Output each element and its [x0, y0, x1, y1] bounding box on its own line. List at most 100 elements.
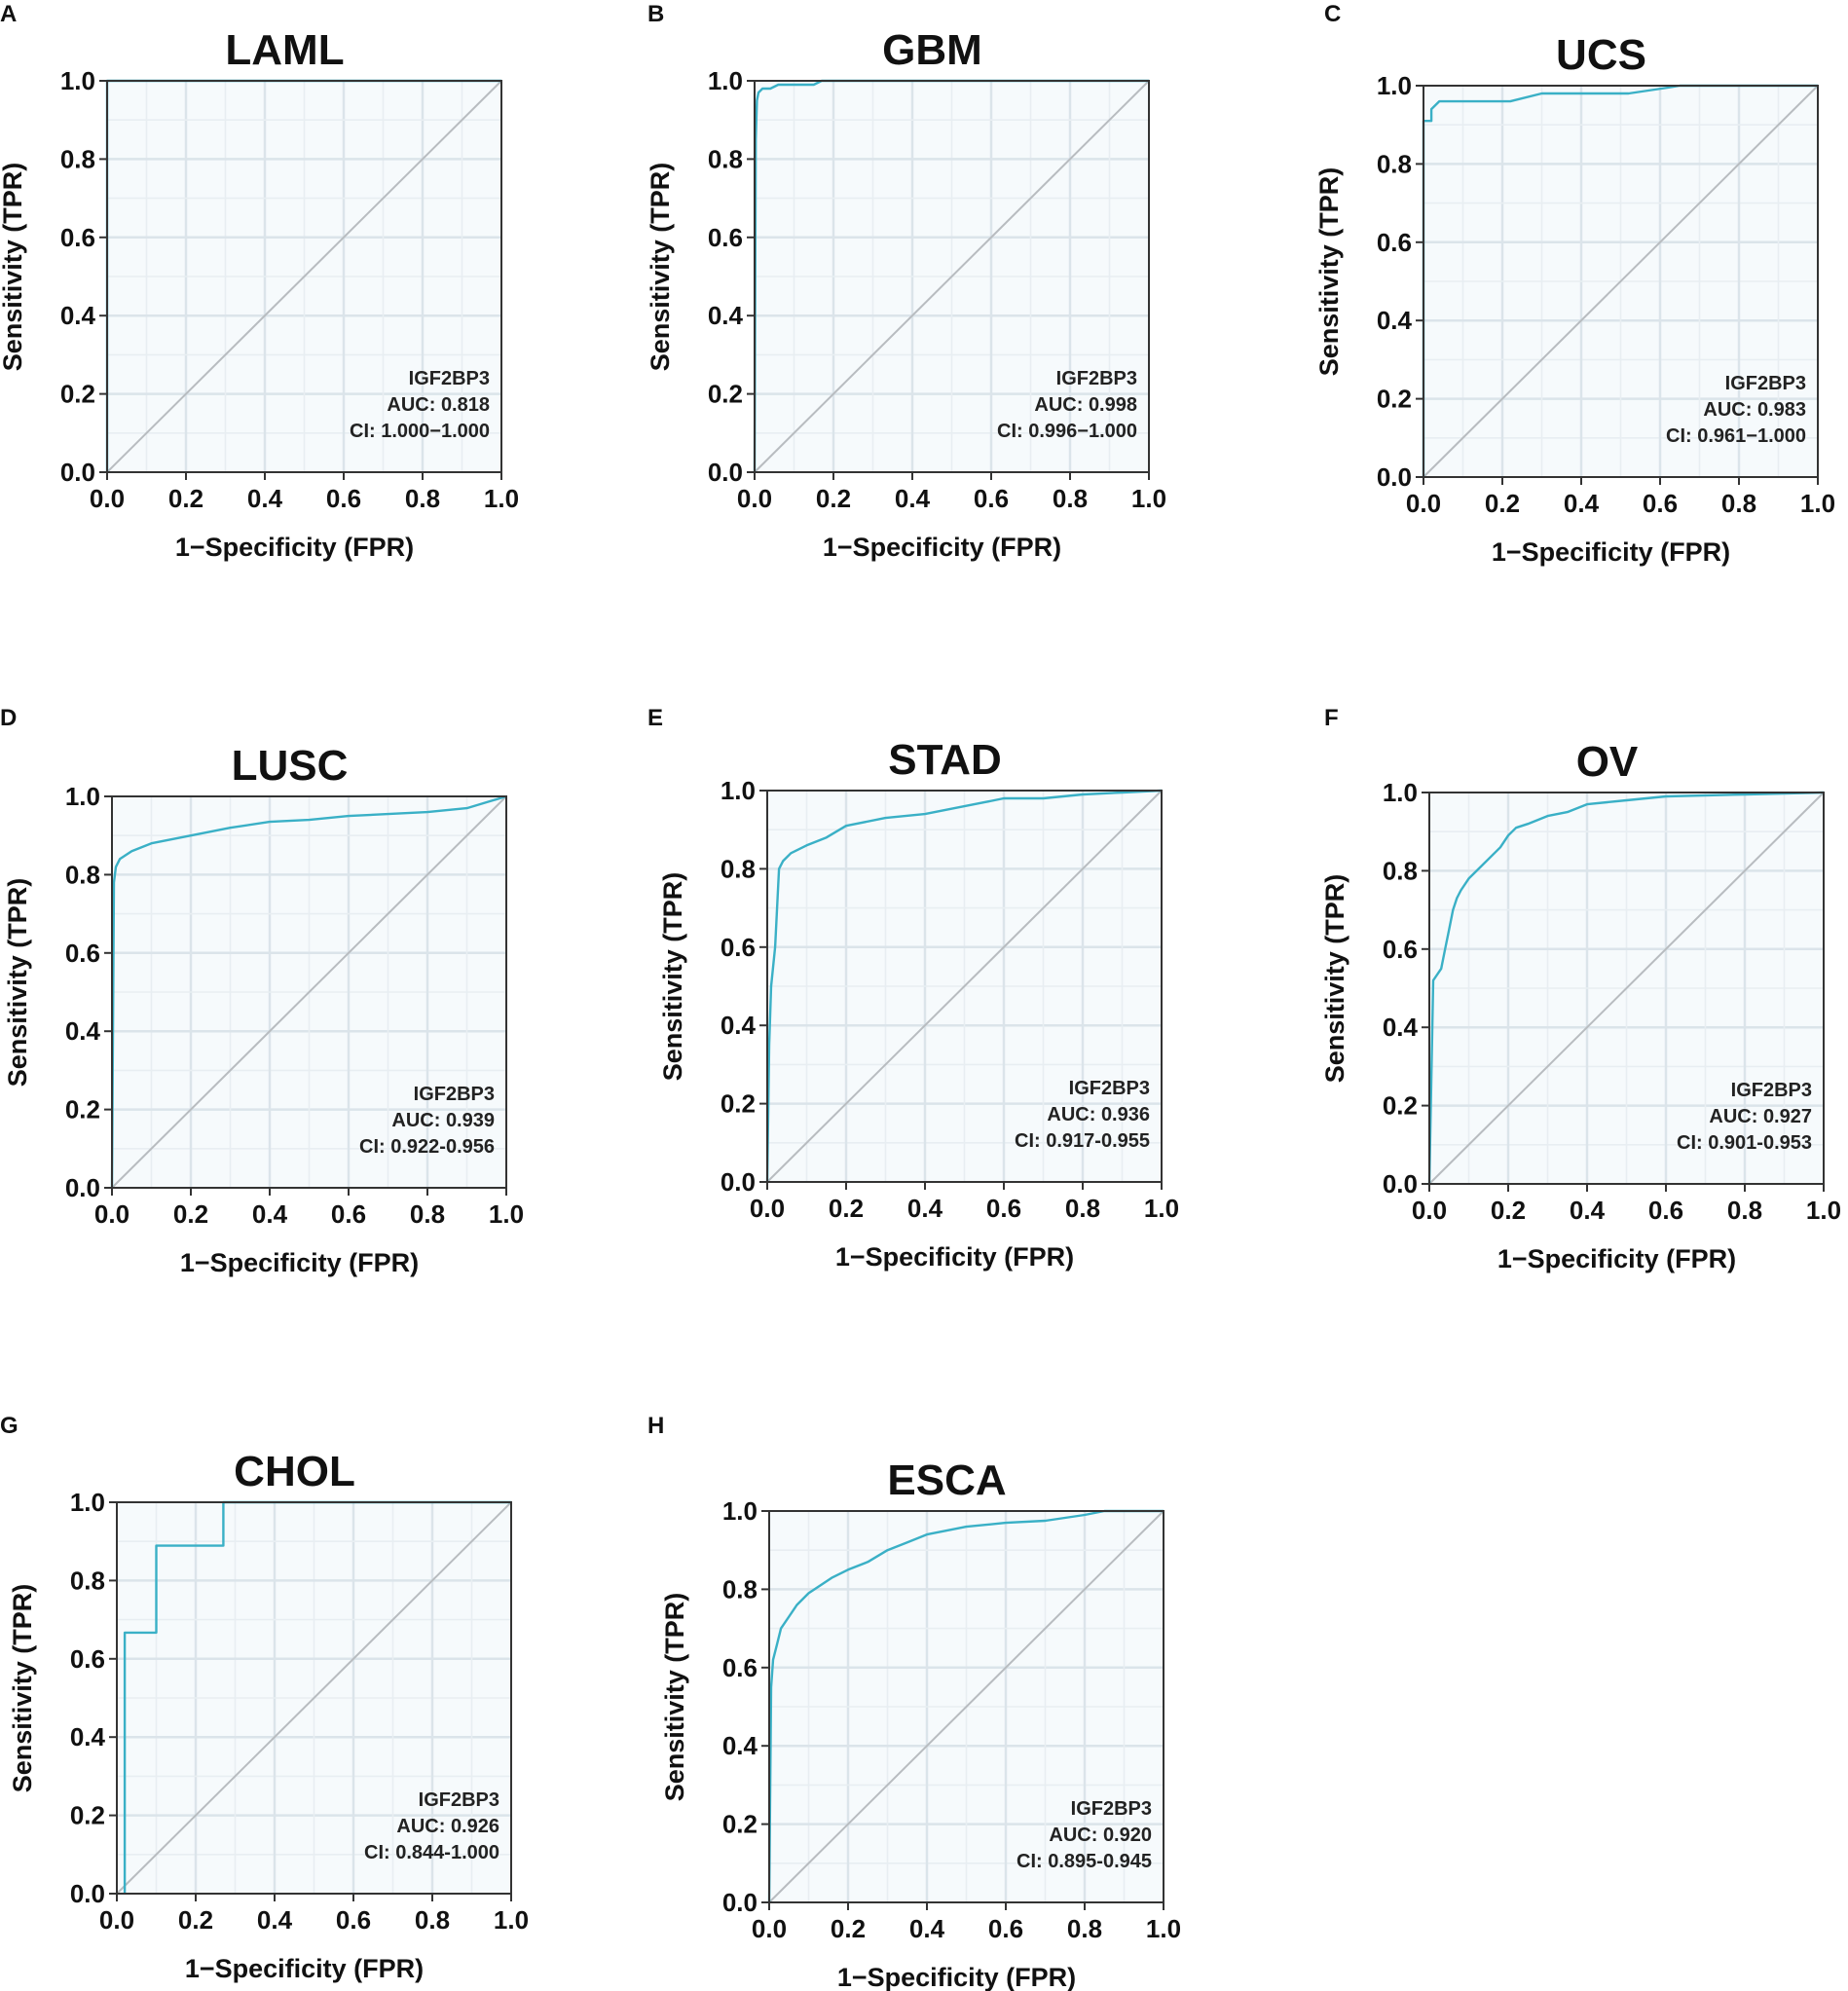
- panel-letter: E: [647, 705, 663, 731]
- y-axis-label: Sensitivity (TPR): [1320, 874, 1349, 1084]
- x-axis-label: 1−Specificity (FPR): [1492, 537, 1730, 567]
- x-tick-label: 0.4: [907, 1194, 943, 1223]
- x-tick-label: 0.2: [178, 1905, 213, 1935]
- y-tick-label: 0.6: [70, 1644, 105, 1674]
- y-tick-label: 0.4: [1383, 1013, 1419, 1042]
- y-tick-label: 1.0: [1377, 71, 1412, 100]
- x-tick-label: 0.8: [405, 484, 440, 513]
- y-tick-label: 0.6: [722, 1653, 758, 1682]
- y-tick-label: 0.4: [65, 1016, 101, 1046]
- y-tick-label: 0.6: [1383, 935, 1418, 964]
- roc-curve-h: [767, 1509, 1164, 1903]
- x-axis-label: 1−Specificity (FPR): [175, 533, 414, 562]
- annotation-ci: CI: 0.844-1.000: [364, 1842, 499, 1863]
- plot-frame: [1428, 792, 1825, 1185]
- x-tick-label: 0.2: [168, 484, 203, 513]
- x-tick-label: 0.8: [410, 1199, 445, 1229]
- y-tick-label: 0.2: [721, 1089, 756, 1119]
- y-tick-label: 0.6: [65, 939, 100, 968]
- panel-letter: D: [0, 705, 17, 731]
- x-tick-label: 0.0: [1412, 1196, 1447, 1225]
- y-tick-label: 0.0: [722, 1888, 758, 1917]
- x-axis-label: 1−Specificity (FPR): [185, 1954, 424, 1983]
- y-tick-label: 0.0: [65, 1173, 100, 1202]
- y-tick-label: 0.0: [708, 458, 743, 487]
- y-tick-label: 0.4: [708, 301, 744, 330]
- x-tick-label: 0.2: [1491, 1196, 1526, 1225]
- y-tick-label: 0.4: [60, 301, 96, 330]
- chart-title: STAD: [888, 736, 1002, 784]
- x-tick-label: 0.4: [257, 1905, 293, 1935]
- y-tick-label: 0.4: [721, 1011, 757, 1040]
- roc-curve-c: [1422, 84, 1818, 477]
- y-axis-label: Sensitivity (TPR): [3, 878, 32, 1088]
- x-tick-label: 0.2: [1485, 489, 1520, 518]
- panel-e: E 0.00.0 0.2 0.2 0.4 0.4 0.6 0.6 0.8 0.8 1.0 1.0 STA…: [647, 705, 1179, 1272]
- x-tick-label: 1.0: [1806, 1196, 1841, 1225]
- x-tick-label: 0.4: [895, 484, 931, 513]
- y-tick-label: 0.8: [721, 854, 756, 883]
- y-tick-label: 1.0: [721, 776, 756, 805]
- x-tick-label: 0.8: [1727, 1196, 1762, 1225]
- y-tick-label: 0.0: [1377, 462, 1412, 492]
- y-tick-label: 0.2: [60, 380, 95, 409]
- x-tick-label: 0.4: [252, 1199, 288, 1229]
- chart-title: GBM: [882, 26, 982, 74]
- annotation-auc: AUC: 0.926: [396, 1816, 499, 1837]
- y-axis-label: Sensitivity (TPR): [0, 163, 27, 372]
- x-tick-label: 1.0: [484, 484, 519, 513]
- x-tick-label: 0.8: [1053, 484, 1088, 513]
- reference-diagonal: [754, 80, 1150, 473]
- panel-letter: G: [0, 1413, 18, 1439]
- y-tick-label: 0.4: [722, 1731, 758, 1760]
- x-tick-label: 0.6: [336, 1905, 371, 1935]
- x-axis-label: 1−Specificity (FPR): [180, 1248, 419, 1277]
- y-tick-label: 0.4: [70, 1722, 106, 1751]
- reference-diagonal: [768, 1510, 1164, 1903]
- chart-title: ESCA: [887, 1456, 1006, 1504]
- y-tick-label: 0.2: [65, 1095, 100, 1125]
- y-tick-label: 0.8: [70, 1566, 105, 1595]
- panel-c: C 0.00.0 0.2 0.2 0.4 0.4 0.6 0.6 0.8 0.8 1.0 1.0 UCS…: [1314, 1, 1835, 567]
- panel-d: D 0.00.0 0.2 0.2 0.4 0.4 0.6 0.6 0.8 0.8 1.0 1.0 LUS…: [0, 705, 524, 1277]
- y-tick-label: 0.8: [722, 1574, 758, 1604]
- y-tick-label: 0.4: [1377, 306, 1413, 335]
- y-tick-label: 0.6: [708, 223, 743, 252]
- x-tick-label: 0.4: [1570, 1196, 1606, 1225]
- annotation-ci: CI: 1.000−1.000: [350, 421, 490, 442]
- roc-curve-e: [765, 789, 1163, 1183]
- x-tick-label: 0.8: [1067, 1914, 1102, 1943]
- plot-frame: [754, 80, 1150, 473]
- y-tick-label: 0.2: [1377, 385, 1412, 414]
- x-axis-label: 1−Specificity (FPR): [1497, 1244, 1736, 1273]
- grid: [769, 1511, 1164, 1902]
- plot-frame: [111, 795, 507, 1189]
- annotation-auc: AUC: 0.920: [1049, 1825, 1152, 1846]
- y-tick-label: 0.8: [708, 144, 743, 173]
- annotation-ci: CI: 0.922-0.956: [359, 1136, 495, 1158]
- x-tick-label: 0.4: [1564, 489, 1600, 518]
- y-tick-label: 0.8: [1377, 149, 1412, 178]
- annotation-auc: AUC: 0.927: [1709, 1106, 1812, 1127]
- x-tick-label: 0.0: [1406, 489, 1441, 518]
- y-tick-label: 0.2: [708, 380, 743, 409]
- x-tick-label: 1.0: [1800, 489, 1835, 518]
- annotation-gene: IGF2BP3: [1056, 368, 1137, 389]
- x-axis-label: 1−Specificity (FPR): [823, 533, 1061, 562]
- y-axis-label: Sensitivity (TPR): [8, 1584, 37, 1793]
- reference-diagonal: [766, 790, 1163, 1183]
- y-axis-label: Sensitivity (TPR): [660, 1593, 689, 1802]
- x-tick-label: 0.4: [247, 484, 283, 513]
- y-tick-label: 0.8: [60, 144, 95, 173]
- annotation-gene: IGF2BP3: [419, 1789, 499, 1811]
- y-tick-label: 1.0: [708, 66, 743, 95]
- chart-title: OV: [1576, 738, 1639, 786]
- reference-diagonal: [111, 795, 507, 1189]
- y-tick-label: 0.2: [722, 1810, 758, 1839]
- reference-diagonal: [106, 80, 502, 473]
- y-tick-label: 1.0: [722, 1496, 758, 1526]
- grid: [117, 1502, 511, 1894]
- panel-letter: A: [0, 1, 17, 27]
- panel-f: F 0.00.0 0.2 0.2 0.4 0.4 0.6 0.6 0.8 0.8 1.0 1.0 OV 1…: [1320, 705, 1841, 1273]
- panel-letter: H: [647, 1413, 664, 1439]
